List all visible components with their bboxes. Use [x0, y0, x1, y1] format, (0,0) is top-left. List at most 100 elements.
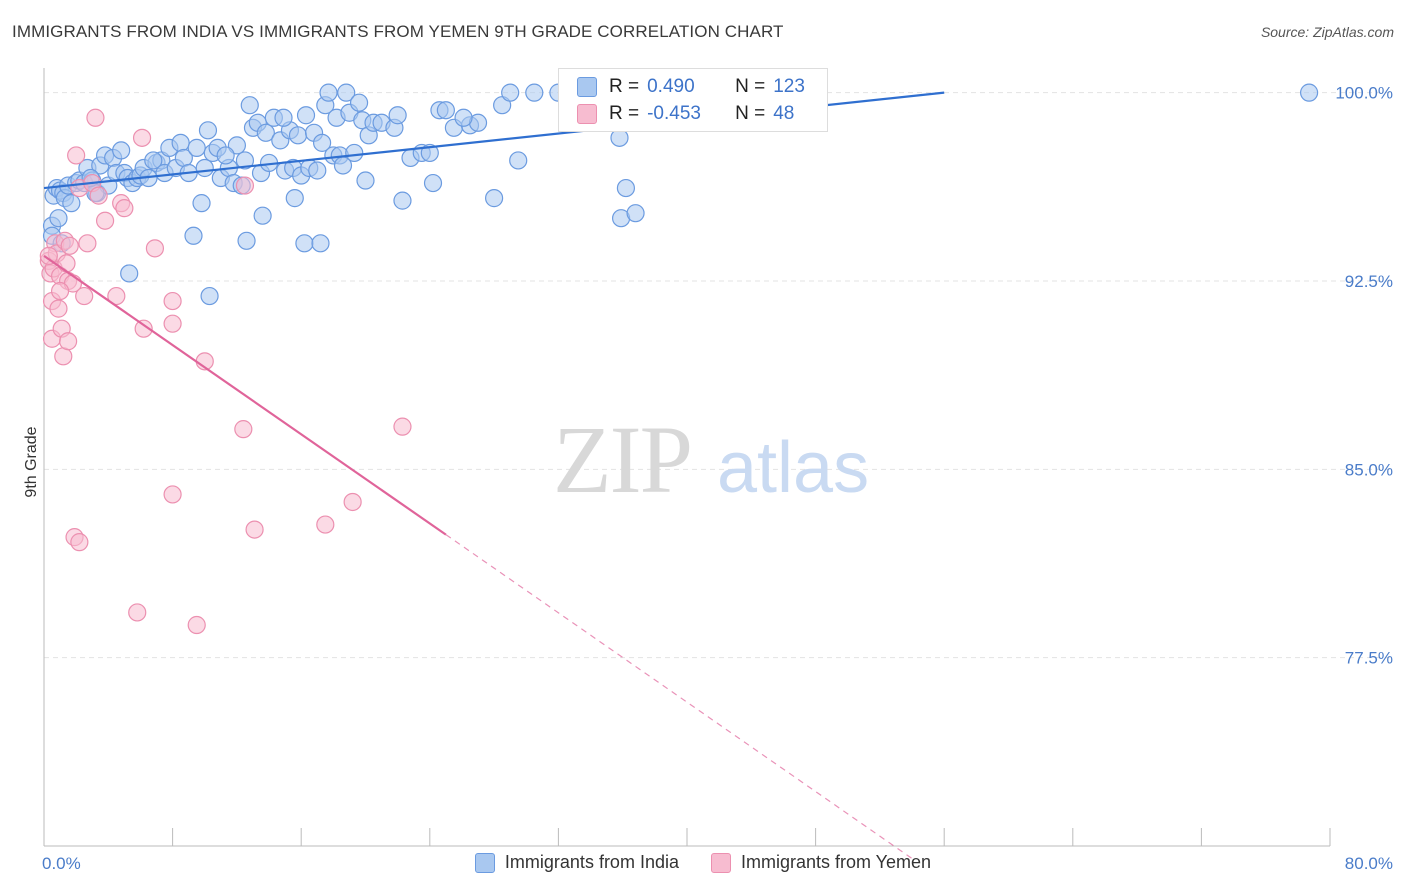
- yemen-point: [107, 286, 126, 306]
- y-tick-label: 77.5%: [1345, 649, 1393, 668]
- india-point: [312, 133, 332, 152]
- india-point: [192, 194, 211, 213]
- legend-swatch-yemen: [577, 104, 597, 124]
- yemen-point: [234, 420, 253, 439]
- india-point: [198, 121, 218, 140]
- india-point: [216, 146, 235, 165]
- legend-n-label: N =: [735, 103, 766, 124]
- legend-swatch-yemen: [710, 852, 731, 873]
- legend-item-india[interactable]: Immigrants from India: [474, 852, 679, 873]
- india-point: [171, 133, 190, 152]
- legend-r-label: R =: [609, 103, 640, 124]
- india-point: [308, 161, 327, 180]
- india-point: [49, 209, 68, 228]
- india-point: [356, 171, 375, 190]
- india-point: [454, 108, 473, 127]
- yemen-point: [115, 199, 134, 218]
- legend-label-india: Immigrants from India: [504, 852, 679, 872]
- india-point: [525, 83, 544, 102]
- yemen-point: [60, 236, 79, 255]
- yemen-point: [78, 234, 97, 253]
- legend-n-value: 123: [773, 76, 805, 97]
- india-point: [120, 264, 139, 283]
- axes: [43, 68, 1331, 847]
- yemen-point: [393, 417, 412, 436]
- yemen-point: [39, 246, 58, 265]
- yemen-trend-line: [43, 254, 447, 536]
- india-point: [184, 226, 203, 245]
- india-point: [616, 178, 636, 198]
- y-axis-title: 9th Grade: [23, 426, 40, 497]
- yemen-point: [163, 485, 182, 504]
- watermark-zip: ZIP: [553, 406, 691, 513]
- india-point: [626, 204, 645, 223]
- yemen-point: [70, 533, 89, 552]
- india-point: [235, 151, 255, 170]
- y-tick-label: 85.0%: [1345, 460, 1393, 479]
- india-point: [349, 93, 369, 112]
- chart-title: IMMIGRANTS FROM INDIA VS IMMIGRANTS FROM…: [12, 22, 784, 41]
- legend-n-value: 48: [773, 103, 795, 124]
- india-point: [187, 138, 206, 157]
- yemen-point: [316, 515, 335, 534]
- series-yemen-points: [39, 93, 597, 635]
- yemen-point: [59, 332, 78, 351]
- india-point: [311, 234, 330, 253]
- legend-item-yemen[interactable]: Immigrants from Yemen: [710, 852, 932, 873]
- legend-series: Immigrants from India Immigrants from Ye…: [0, 852, 1406, 873]
- legend-row-india: R = 0.490 N = 123: [577, 74, 805, 100]
- india-point: [337, 83, 356, 102]
- india-point: [256, 123, 275, 142]
- india-point: [501, 83, 520, 102]
- yemen-point: [75, 286, 94, 306]
- yemen-point: [145, 239, 165, 258]
- india-point: [319, 83, 338, 102]
- x-tick-label-min: 0.0%: [42, 854, 81, 873]
- india-point: [62, 194, 81, 213]
- legend-r-value: 0.490: [647, 76, 695, 97]
- india-point: [200, 286, 219, 306]
- yemen-point: [89, 186, 108, 205]
- yemen-point: [86, 108, 105, 127]
- yemen-point: [235, 176, 255, 195]
- india-point: [423, 173, 443, 193]
- india-point: [1300, 83, 1319, 102]
- legend-stats: R = 0.490 N = 123 R = -0.453 N = 48: [558, 68, 828, 132]
- yemen-point: [134, 319, 153, 338]
- y-tick-label: 100.0%: [1335, 84, 1393, 103]
- india-point: [295, 234, 314, 253]
- legend-swatch-india: [577, 77, 597, 97]
- series-india-points: [42, 83, 1319, 306]
- india-point: [509, 151, 528, 170]
- yemen-point: [163, 291, 182, 311]
- india-point: [388, 106, 407, 125]
- india-point: [274, 108, 293, 127]
- legend-label-yemen: Immigrants from Yemen: [740, 852, 932, 872]
- india-point: [195, 158, 214, 178]
- india-point: [112, 141, 131, 160]
- india-point: [237, 231, 256, 250]
- legend-r-label: R =: [609, 76, 640, 97]
- india-point: [296, 106, 316, 125]
- legend-r-value: -0.453: [647, 103, 701, 124]
- x-tick-label-max: 80.0%: [1345, 854, 1393, 873]
- yemen-point: [163, 314, 182, 333]
- yemen-point: [187, 615, 206, 635]
- yemen-point: [128, 603, 147, 622]
- india-point: [144, 151, 163, 170]
- india-point: [253, 206, 272, 225]
- watermark-atlas: atlas: [717, 428, 869, 508]
- yemen-point: [54, 347, 73, 366]
- yemen-point: [245, 520, 264, 539]
- yemen-point: [343, 492, 362, 512]
- india-point: [288, 126, 308, 145]
- yemen-point: [132, 128, 152, 147]
- india-point: [436, 101, 455, 120]
- india-point: [240, 96, 259, 115]
- yemen-point: [67, 146, 86, 165]
- yemen-point: [95, 211, 115, 230]
- legend-swatch-india: [474, 852, 495, 873]
- yemen-point: [50, 281, 70, 301]
- india-point: [285, 189, 304, 208]
